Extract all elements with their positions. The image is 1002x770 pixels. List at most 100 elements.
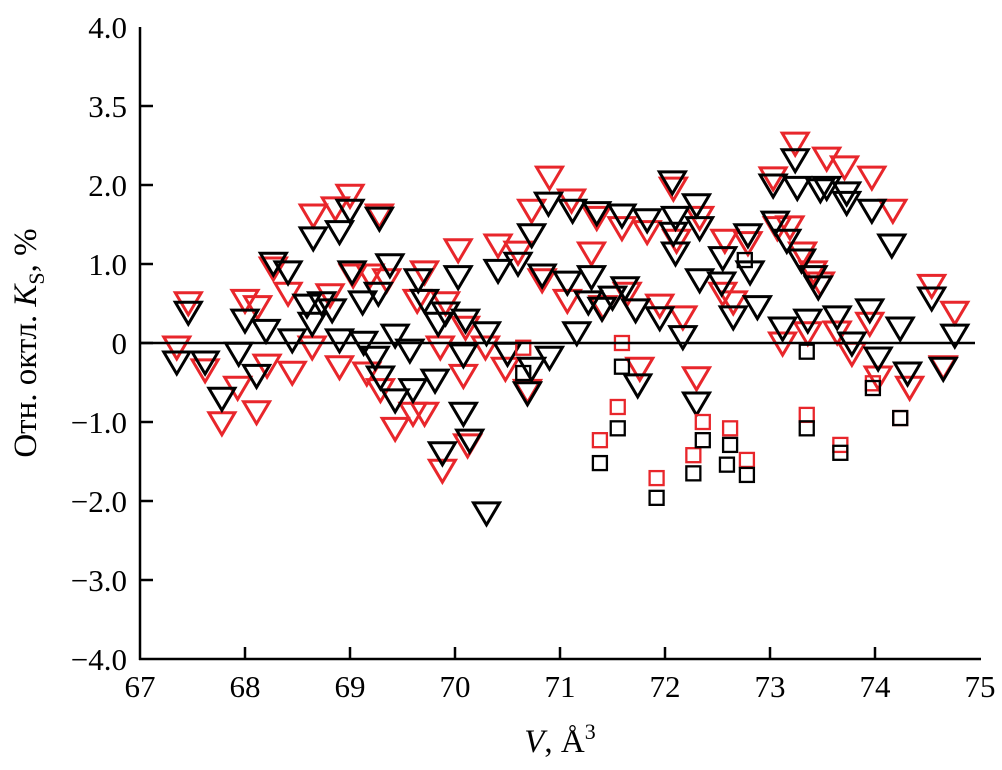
- data-point-triangle: [374, 253, 406, 280]
- data-point-triangle: [291, 293, 323, 321]
- data-point-triangle: [779, 131, 811, 159]
- data-point-triangle: [240, 400, 273, 427]
- data-point-triangle: [394, 338, 426, 366]
- data-point-triangle: [586, 296, 618, 324]
- data-point-triangle: [334, 198, 366, 226]
- data-point-square: [648, 489, 665, 506]
- data-point-triangle: [257, 251, 289, 279]
- data-point-triangle: [792, 321, 824, 348]
- data-point-square: [609, 398, 626, 416]
- data-point-triangle: [442, 265, 474, 292]
- data-point-triangle: [447, 401, 480, 429]
- data-point-triangle: [454, 428, 486, 456]
- x-tick-label: 71: [545, 669, 576, 704]
- data-point-triangle: [172, 300, 204, 328]
- data-point-triangle: [449, 315, 482, 343]
- y-tick-label: 1.0: [88, 247, 127, 282]
- data-point-triangle: [707, 246, 739, 273]
- data-point-triangle: [272, 260, 304, 287]
- data-point-triangle: [470, 501, 503, 528]
- data-point-triangle: [241, 295, 274, 322]
- data-point-triangle: [575, 241, 608, 268]
- x-tick-label: 75: [965, 669, 996, 704]
- data-point-square: [721, 436, 739, 454]
- data-point-triangle: [323, 328, 356, 355]
- data-point-triangle: [717, 305, 749, 332]
- data-point-triangle: [442, 238, 474, 265]
- data-point-triangle: [684, 216, 716, 243]
- data-point-triangle: [706, 271, 738, 298]
- data-point-triangle: [419, 368, 451, 396]
- data-point-triangle: [229, 288, 261, 316]
- data-point-triangle: [804, 178, 837, 205]
- data-point-triangle: [939, 300, 971, 328]
- data-point-triangle: [862, 346, 894, 373]
- data-point-triangle: [659, 205, 692, 233]
- y-tick-label: 4.0: [88, 10, 127, 45]
- y-tick-label: 2.0: [88, 168, 127, 203]
- data-point-triangle: [561, 321, 593, 348]
- data-point-triangle: [502, 251, 534, 279]
- data-point-triangle: [346, 290, 379, 317]
- data-point-triangle: [802, 275, 834, 302]
- data-point-triangle: [359, 345, 391, 373]
- data-point-triangle: [297, 203, 329, 230]
- data-point-triangle: [680, 193, 713, 220]
- data-point-triangle: [206, 411, 238, 438]
- x-tick-label: 69: [335, 669, 366, 704]
- data-point-triangle: [223, 341, 255, 369]
- data-point-triangle: [624, 356, 656, 384]
- data-point-triangle: [856, 165, 888, 193]
- data-point-triangle: [774, 215, 806, 242]
- data-point-triangle: [240, 363, 273, 391]
- data-point-triangle: [575, 265, 608, 292]
- data-point-triangle: [516, 198, 548, 226]
- data-point-triangle: [644, 293, 676, 321]
- data-point-triangle: [424, 335, 456, 362]
- data-point-triangle: [831, 181, 863, 208]
- data-point-triangle: [397, 378, 429, 405]
- axis-ticks: 67 68 69 70 71 72 73 74 75 4.0 3.5 2.0 1.0 0 −1.0 −2.0 −…: [71, 10, 996, 704]
- data-point-triangle: [680, 391, 713, 418]
- data-point-triangle: [581, 201, 613, 228]
- data-point-triangle: [656, 170, 688, 197]
- data-point-triangle: [831, 190, 863, 218]
- data-point-triangle: [408, 288, 441, 316]
- data-point-triangle: [877, 198, 909, 226]
- x-axis-label: V, Å3: [524, 719, 596, 760]
- data-point-triangle: [336, 260, 368, 287]
- data-point-triangle: [854, 311, 886, 339]
- data-point-triangle: [811, 175, 843, 203]
- data-point-triangle: [323, 355, 356, 382]
- data-point-triangle: [876, 233, 908, 260]
- data-point-triangle: [766, 316, 799, 343]
- data-point-square: [609, 420, 626, 437]
- data-point-triangle: [526, 263, 558, 291]
- data-point-square: [515, 364, 532, 382]
- data-point-triangle: [631, 220, 663, 247]
- x-tick-label: 67: [125, 669, 156, 704]
- data-point-triangle: [314, 283, 346, 310]
- data-point-triangle: [551, 288, 583, 316]
- data-point-triangle: [667, 305, 699, 332]
- data-point-triangle: [759, 210, 791, 238]
- data-point-triangle: [551, 270, 583, 298]
- data-point-triangle: [732, 223, 764, 250]
- data-point-triangle: [426, 441, 459, 468]
- data-point-triangle: [786, 241, 819, 268]
- data-point-square: [718, 456, 736, 473]
- data-point-triangle: [276, 360, 308, 388]
- data-point-triangle: [532, 191, 565, 219]
- data-point-triangle: [779, 148, 811, 175]
- data-point-triangle: [189, 350, 221, 377]
- data-point-triangle: [316, 298, 348, 325]
- data-point-triangle: [680, 366, 713, 393]
- data-point-triangle: [469, 335, 502, 362]
- data-point-triangle: [657, 176, 690, 204]
- data-point-triangle: [206, 386, 238, 414]
- data-point-triangle: [707, 281, 739, 309]
- data-points: [161, 131, 971, 528]
- data-point-square: [892, 409, 909, 427]
- data-point-triangle: [856, 198, 888, 226]
- y-axis-label: Отн. октл. KS, %: [8, 228, 49, 457]
